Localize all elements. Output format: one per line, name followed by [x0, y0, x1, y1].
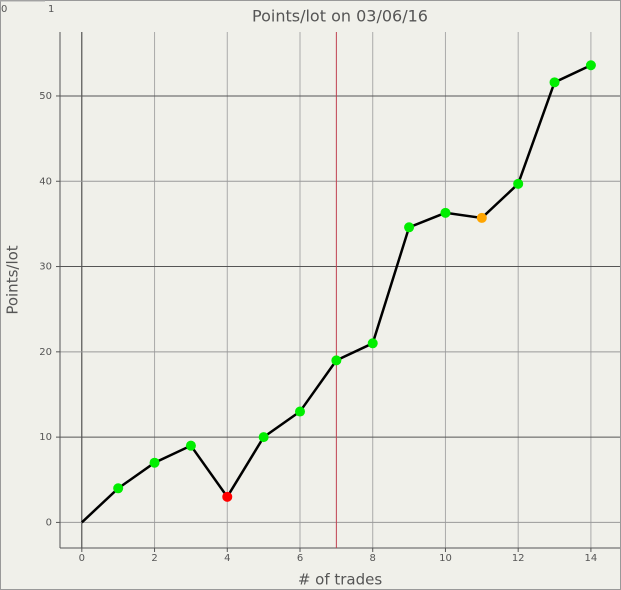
y-tick-label: 40 [39, 176, 52, 187]
x-tick-label: 4 [224, 553, 230, 564]
y-tick-label: 10 [39, 432, 52, 443]
point [585, 60, 596, 71]
point [149, 457, 160, 468]
point [367, 338, 378, 349]
x-tick-label: 6 [297, 553, 303, 564]
point [440, 207, 451, 218]
point [331, 355, 342, 366]
x-axis-label: # of trades [298, 571, 383, 589]
point [476, 212, 487, 223]
y-tick-label: 50 [39, 91, 52, 102]
y-tick-label: 0 [46, 517, 52, 528]
y-tick-label: 20 [39, 347, 52, 358]
annotation: 1 [48, 4, 54, 15]
chart-title: Points/lot on 03/06/16 [252, 7, 428, 26]
point [258, 432, 269, 443]
x-tick-label: 2 [151, 553, 157, 564]
point [295, 406, 305, 417]
x-tick-label: 12 [512, 553, 525, 564]
point [513, 178, 524, 189]
point [404, 222, 415, 233]
annotation: 0 [1, 4, 7, 15]
point [185, 440, 196, 451]
point [222, 491, 233, 502]
x-tick-label: 10 [439, 553, 452, 564]
x-tick-label: 14 [585, 553, 598, 564]
y-tick-label: 30 [39, 262, 52, 273]
point [549, 77, 560, 88]
x-tick-label: 8 [370, 553, 376, 564]
point [113, 483, 124, 494]
y-axis-label: Points/lot [4, 245, 22, 314]
x-tick-label: 0 [79, 553, 85, 564]
